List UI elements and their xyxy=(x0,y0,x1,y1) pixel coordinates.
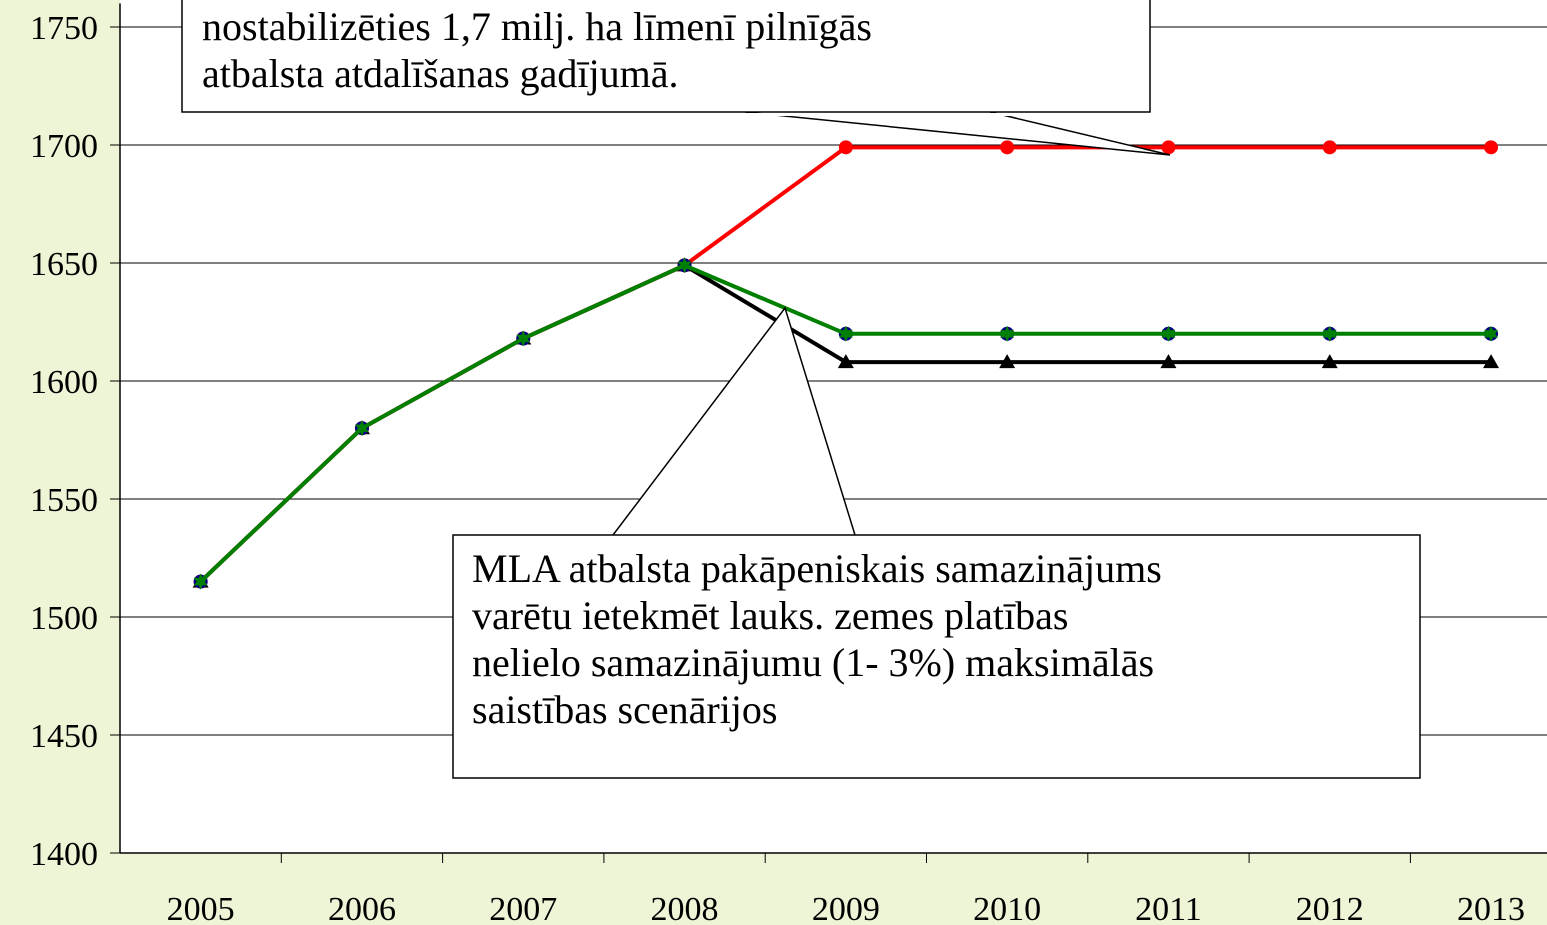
annotation-text: MLA atbalsta pakāpeniskais samazinājums xyxy=(472,546,1162,591)
marker xyxy=(1484,140,1499,155)
x-tick-label: 2007 xyxy=(489,891,557,925)
marker xyxy=(516,330,531,347)
y-tick-label: 1450 xyxy=(30,718,98,755)
marker xyxy=(1161,140,1176,155)
annotation-text: saistības scenārijos xyxy=(472,687,778,732)
x-tick-label: 2006 xyxy=(328,891,396,925)
y-tick-label: 1650 xyxy=(30,246,98,283)
marker xyxy=(1000,140,1015,155)
annotation-text: nelielo samazinājumu (1- 3%) maksimālās xyxy=(472,640,1154,685)
y-tick-label: 1550 xyxy=(30,482,98,519)
x-tick-label: 2008 xyxy=(651,891,719,925)
x-tick-label: 2013 xyxy=(1457,891,1525,925)
x-tick-label: 2005 xyxy=(167,891,235,925)
callout-gap xyxy=(183,113,1149,116)
marker xyxy=(1000,325,1015,342)
annotation-text: nostabilizēties 1,7 milj. ha līmenī piln… xyxy=(202,4,872,49)
y-tick-label: 1400 xyxy=(30,836,98,873)
marker xyxy=(355,420,369,437)
marker xyxy=(677,257,692,274)
y-tick-label: 1750 xyxy=(30,10,98,47)
marker xyxy=(838,325,853,342)
annotation-text: varētu ietekmēt lauks. zemes platības xyxy=(472,593,1068,638)
annotation-text: atbalsta atdalīšanas gadījumā. xyxy=(202,51,679,96)
marker xyxy=(1161,325,1176,342)
y-tick-label: 1500 xyxy=(30,600,98,637)
callout-gap xyxy=(454,536,1419,539)
marker xyxy=(1483,354,1500,369)
marker xyxy=(1321,354,1338,369)
x-tick-label: 2010 xyxy=(973,891,1041,925)
x-tick-label: 2012 xyxy=(1296,891,1364,925)
callout-box xyxy=(181,0,1151,113)
marker xyxy=(999,354,1016,369)
marker xyxy=(838,140,853,155)
callout-pointer xyxy=(744,111,1171,156)
x-tick-label: 2009 xyxy=(812,891,880,925)
y-tick-label: 1700 xyxy=(30,128,98,165)
callout-pointer xyxy=(612,306,856,536)
marker xyxy=(1484,325,1498,342)
marker xyxy=(1160,354,1177,369)
callout-box xyxy=(452,534,1421,779)
marker xyxy=(193,573,208,590)
marker xyxy=(1322,325,1337,342)
y-tick-label: 1600 xyxy=(30,364,98,401)
x-tick-label: 2011 xyxy=(1135,891,1202,925)
marker xyxy=(1322,140,1337,155)
marker xyxy=(837,354,854,369)
